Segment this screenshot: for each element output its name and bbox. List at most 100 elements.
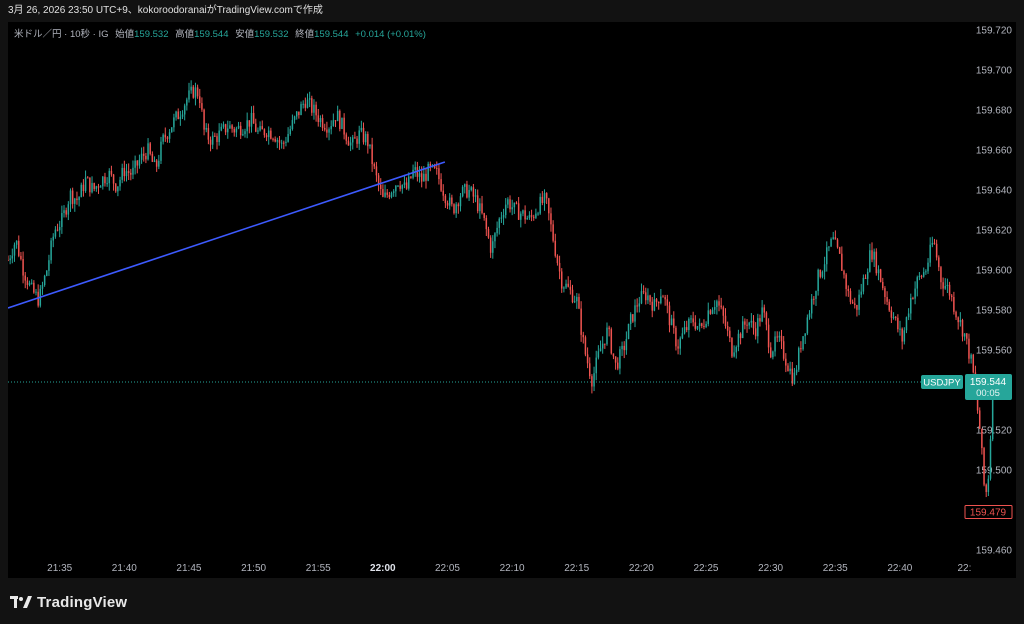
candle-body [604, 343, 606, 345]
candle-body [67, 204, 70, 215]
candle-body [793, 372, 796, 384]
candle-body [606, 327, 608, 345]
candle-body [399, 185, 401, 189]
candle-body [425, 173, 427, 181]
candle-body [841, 253, 843, 271]
candle-body [95, 186, 98, 189]
candle-body [705, 323, 707, 327]
candle-body [373, 164, 376, 167]
candle-body [610, 329, 613, 354]
x-tick-label: 22: [958, 563, 972, 574]
chart-background [8, 22, 1016, 578]
candle-body [390, 192, 393, 198]
candle-body [321, 118, 324, 128]
candle-body [330, 126, 332, 130]
candle-body [910, 298, 912, 314]
legend-high-label: 高値 [175, 29, 195, 40]
candle-body [386, 192, 388, 195]
candle-body [862, 277, 865, 292]
candle-body [632, 314, 634, 322]
candle-body [179, 116, 182, 120]
candle-body [746, 324, 748, 326]
candle-body [343, 117, 345, 135]
candle-body [729, 330, 731, 338]
candle-body [707, 310, 710, 324]
candle-body [890, 310, 893, 318]
candle-body [897, 317, 899, 330]
candle-body [461, 186, 464, 197]
candle-body [190, 86, 192, 91]
candle-body [235, 128, 238, 133]
candle-body [524, 210, 526, 220]
candle-body [826, 247, 828, 265]
candle-body [864, 277, 867, 279]
candle-body [858, 294, 860, 310]
candle-body [664, 297, 666, 300]
candle-body [423, 173, 425, 182]
candle-body [907, 313, 910, 318]
candle-body [651, 301, 653, 311]
candle-body [782, 341, 785, 359]
candle-body [660, 296, 662, 304]
candle-body [18, 240, 20, 256]
candle-body [739, 333, 742, 339]
candle-body [679, 338, 681, 349]
candle-body [834, 237, 837, 240]
candle-body [74, 198, 76, 204]
candle-body [227, 128, 229, 133]
candlestick-chart[interactable]: 159.720 159.700 159.680 159.660 159.640 159.6… [8, 22, 1016, 578]
candle-body [636, 305, 638, 307]
candle-body [30, 282, 33, 284]
low-price-tag [964, 505, 1013, 519]
candle-body [642, 291, 645, 293]
candle-body [767, 324, 770, 348]
candle-body [673, 318, 675, 328]
candle-body [978, 410, 981, 429]
candle-body [556, 255, 559, 263]
candle-body [186, 99, 188, 106]
candle-body [130, 172, 132, 175]
candle-body [349, 142, 352, 146]
current-price-label: 159.544 [970, 377, 1007, 388]
candle-body [560, 271, 563, 289]
candle-body [440, 179, 442, 191]
candle-body [894, 317, 897, 319]
candle-body [257, 130, 259, 132]
tradingview-brand[interactable]: TradingView [10, 594, 127, 612]
y-tick-label: 159.500 [976, 466, 1013, 477]
candle-body [931, 242, 934, 245]
candle-body [479, 203, 481, 212]
legend-low-value: 159.532 [254, 29, 289, 40]
y-tick-label: 159.520 [976, 426, 1013, 437]
candle-body [401, 184, 404, 189]
candle-body [108, 170, 111, 184]
candle-body [418, 173, 421, 177]
candle-body [84, 177, 87, 192]
candle-body [619, 349, 621, 369]
candle-body [903, 330, 906, 342]
candle-body [369, 144, 371, 147]
legend-symbol: 米ドル／円 · 10秒 · IG [14, 29, 109, 40]
candle-body [48, 260, 50, 271]
candle-body [132, 167, 134, 175]
candle-body [599, 348, 602, 352]
candle-body [588, 363, 591, 377]
candle-body [311, 98, 313, 113]
candle-body [985, 484, 987, 492]
candle-body [8, 260, 9, 261]
candle-body [593, 373, 595, 387]
candle-body [302, 103, 304, 105]
candle-body [317, 115, 320, 123]
candle-body [483, 212, 485, 218]
candle-body [280, 142, 283, 144]
candle-body [800, 348, 802, 350]
candle-body [530, 215, 533, 217]
candle-body [776, 336, 778, 338]
y-tick-label: 159.680 [976, 106, 1013, 117]
chart-area[interactable]: 159.720 159.700 159.680 159.660 159.640 159.6… [8, 22, 1016, 578]
candle-body [899, 328, 901, 330]
candle-body [283, 142, 285, 144]
candle-body [388, 194, 391, 198]
candle-body [989, 439, 992, 479]
candle-body [332, 120, 335, 127]
